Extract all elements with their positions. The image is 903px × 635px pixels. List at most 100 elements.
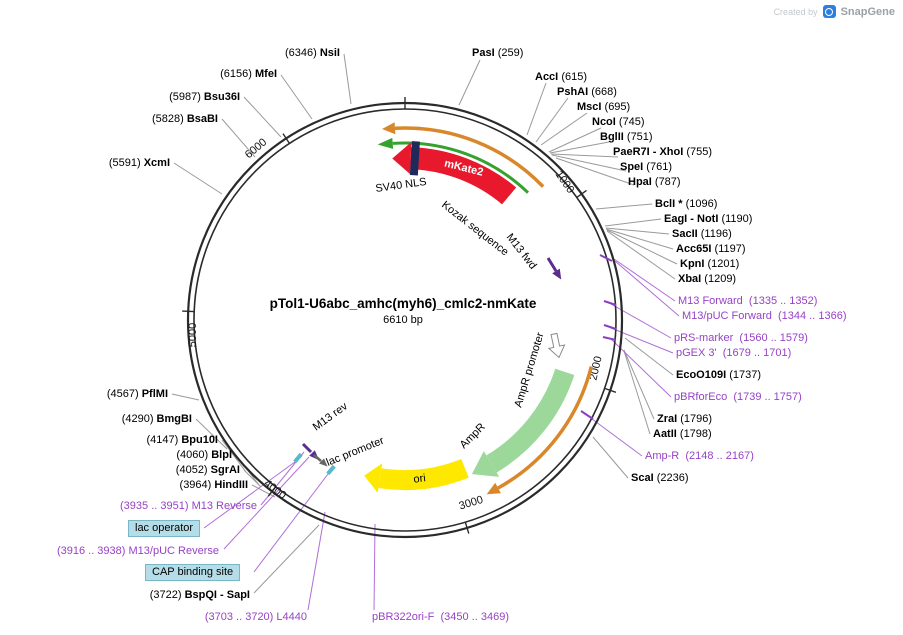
site-label[interactable]: EcoO109I (1737): [676, 369, 761, 381]
site-label[interactable]: AccI (615): [535, 71, 587, 83]
site-name: Acc65I: [676, 243, 712, 255]
primer-name: L4440: [276, 611, 307, 623]
leader-line: [373, 523, 376, 611]
primer-name: M13/pUC Reverse: [128, 545, 219, 557]
site-label[interactable]: KpnI (1201): [680, 258, 739, 270]
lac-promoter-arrow[interactable]: [313, 454, 328, 467]
leader-line: [550, 153, 619, 158]
sv40-nls-block[interactable]: [409, 141, 420, 176]
site-label[interactable]: BglII (751): [600, 131, 653, 143]
site-position: (1190): [721, 213, 753, 225]
site-label[interactable]: (4060) BlpI: [176, 449, 232, 461]
primer-label[interactable]: (3703 .. 3720) L4440: [205, 611, 307, 623]
leader-line: [624, 337, 674, 376]
site-label[interactable]: (4052) SgrAI: [176, 464, 240, 476]
site-label[interactable]: EagI - NotI (1190): [664, 213, 752, 225]
primer-tick: [603, 324, 617, 330]
primer-position: (3450 .. 3469): [440, 611, 509, 623]
leader-line: [195, 418, 228, 450]
primer-label[interactable]: (3916 .. 3938) M13/pUC Reverse: [57, 545, 219, 557]
site-position: (1196): [700, 228, 732, 240]
site-position: (5987): [169, 91, 201, 103]
primer-ticks: [580, 254, 617, 420]
site-label[interactable]: (3964) HindIII: [180, 479, 248, 491]
site-label[interactable]: AatII (1798): [653, 428, 712, 440]
primer-label[interactable]: pBR322ori-F (3450 .. 3469): [372, 611, 509, 623]
site-name: BlpI: [211, 449, 232, 461]
site-label[interactable]: (4147) Bpu10I: [146, 434, 218, 446]
site-label[interactable]: XbaI (1209): [678, 273, 736, 285]
site-name: PshAI: [557, 86, 589, 98]
cap-binding-site-mark[interactable]: [326, 464, 336, 476]
primer-position: (3703 .. 3720): [204, 611, 274, 623]
site-name: MfeI: [255, 68, 277, 80]
primer-label[interactable]: pBRforEco (1739 .. 1757): [674, 391, 802, 403]
primer-label[interactable]: M13 Forward (1335 .. 1352): [678, 295, 817, 307]
site-label[interactable]: (4567) PflMI: [107, 388, 168, 400]
primer-label[interactable]: (3935 .. 3951) M13 Reverse: [120, 500, 257, 512]
site-label[interactable]: (5591) XcmI: [109, 157, 170, 169]
site-label[interactable]: SacII (1196): [672, 228, 732, 240]
orange-arc-top[interactable]: [382, 122, 545, 188]
ori-arrow[interactable]: [364, 458, 469, 493]
primer-position: (1739 .. 1757): [733, 391, 802, 403]
site-label[interactable]: (4290) BmgBI: [122, 413, 192, 425]
site-position: (615): [561, 71, 587, 83]
lac-operator-mark[interactable]: [293, 452, 303, 464]
leader-line: [458, 59, 481, 106]
ampr-promoter-arrow[interactable]: [546, 332, 567, 359]
site-label[interactable]: (5828) BsaBI: [152, 113, 218, 125]
lac-operator-box-label[interactable]: lac operator: [128, 520, 201, 537]
site-label[interactable]: NcoI (745): [592, 116, 645, 128]
leader-line: [535, 97, 569, 143]
site-label[interactable]: ScaI (2236): [631, 472, 689, 484]
site-label[interactable]: BclI * (1096): [655, 198, 717, 210]
tick-label-5000: 5000: [187, 323, 199, 347]
ampr-arrow[interactable]: [471, 368, 575, 477]
ampr-promoter-label: AmpR promoter: [512, 331, 546, 409]
site-name: NsiI: [319, 47, 340, 59]
site-label[interactable]: PaeR7I - XhoI (755): [613, 146, 712, 158]
site-label[interactable]: Acc65I (1197): [676, 243, 746, 255]
site-position: (3964): [179, 479, 212, 491]
leader-line: [243, 469, 262, 488]
primer-label[interactable]: pGEX 3' (1679 .. 1701): [676, 347, 791, 359]
mkate2-arrow[interactable]: [392, 142, 517, 205]
primer-label[interactable]: pRS-marker (1560 .. 1579): [674, 332, 808, 344]
site-label[interactable]: (3722) BspQI - SapI: [150, 589, 250, 601]
primer-tick: [602, 336, 617, 341]
leader-line: [605, 227, 670, 235]
primer-label[interactable]: M13/pUC Forward (1344 .. 1366): [682, 310, 846, 322]
site-name: EagI - NotI: [664, 213, 719, 225]
leader-line: [605, 228, 674, 250]
leader-line: [223, 456, 310, 550]
primer-name: Amp-R: [645, 450, 680, 462]
site-name: BclI *: [655, 198, 683, 210]
site-label[interactable]: SpeI (761): [620, 161, 672, 173]
site-name: SpeI: [620, 161, 644, 173]
leader-line: [606, 230, 676, 280]
site-name: AccI: [535, 71, 559, 83]
primer-position: (1679 .. 1701): [722, 347, 792, 359]
site-label[interactable]: PshAI (668): [557, 86, 617, 98]
site-label[interactable]: ZraI (1796): [657, 413, 712, 425]
site-position: (5828): [151, 113, 184, 125]
site-label[interactable]: (6156) MfeI: [220, 68, 277, 80]
leader-line: [551, 154, 627, 172]
leader-line: [221, 118, 256, 158]
m13-fwd-primer-arrow[interactable]: [546, 257, 562, 280]
site-label[interactable]: MscI (695): [577, 101, 630, 113]
orange-arc-right[interactable]: [486, 366, 593, 495]
tick-1000: [576, 189, 587, 198]
primer-name: pGEX 3': [676, 347, 717, 359]
leader-line: [595, 203, 653, 210]
site-label[interactable]: PasI (259): [472, 47, 523, 59]
site-label[interactable]: (5987) Bsu36I: [169, 91, 240, 103]
site-label[interactable]: HpaI (787): [628, 176, 681, 188]
cap-binding-site-box-label[interactable]: CAP binding site: [145, 564, 241, 581]
site-label[interactable]: (6346) NsiI: [285, 47, 340, 59]
tick-label-3000: 3000: [458, 494, 485, 513]
site-name: SgrAI: [210, 464, 240, 476]
primer-label[interactable]: Amp-R (2148 .. 2167): [645, 450, 754, 462]
